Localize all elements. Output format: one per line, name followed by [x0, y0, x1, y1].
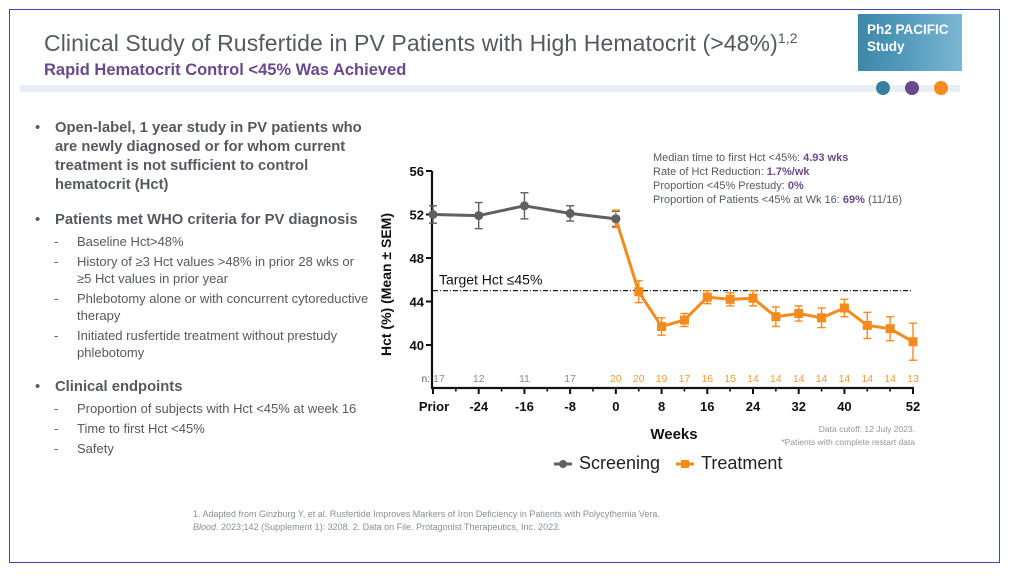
sub-bullet-text: History of ≥3 Hct values >48% in prior 2…	[77, 254, 354, 286]
stat-suffix: (11/16)	[864, 194, 902, 206]
sub-bullet-item: - Time to first Hct <45%	[30, 420, 370, 437]
sub-bullet-item: - Baseline Hct>48%	[30, 233, 370, 250]
sub-bullet-text: Phlebotomy alone or with concurrent cyto…	[77, 291, 369, 323]
stat-label: Rate of Hct Reduction:	[653, 166, 767, 178]
sub-bullet-text: Initiated rusfertide treatment without p…	[77, 328, 338, 360]
stat-value: 0%	[787, 180, 804, 192]
sub-bullet-text: Time to first Hct <45%	[77, 421, 205, 436]
sub-bullet-marker: -	[54, 441, 59, 456]
legend-item-treatment: Treatment	[675, 453, 782, 474]
stat-line: Median time to first Hct <45%: 4.93 wks	[653, 151, 902, 165]
stat-value: 1.7%/wk	[766, 166, 810, 178]
sub-bullet-item: - Proportion of subjects with Hct <45% at…	[30, 400, 370, 417]
bullet-list: • Open-label, 1 year study in PV patients…	[30, 119, 370, 460]
bullet-text: Open-label, 1 year study in PV patients …	[55, 120, 362, 193]
slide-title: Clinical Study of Rusfertide in PV Patie…	[44, 30, 798, 57]
sub-bullet-item: - Safety	[30, 440, 370, 457]
teal-dot	[876, 81, 890, 95]
title-reference-superscript: 1,2	[777, 30, 798, 46]
chart-stats-box: Median time to first Hct <45%: 4.93 wks R…	[653, 151, 902, 207]
legend-swatch-screening	[554, 459, 572, 468]
stat-line: Proportion of Patients <45% at Wk 16: 69…	[653, 193, 902, 207]
stat-line: Rate of Hct Reduction: 1.7%/wk	[653, 165, 902, 179]
sub-bullet-marker: -	[54, 234, 59, 249]
orange-dot	[934, 81, 948, 95]
sub-bullet-marker: -	[54, 291, 59, 306]
sub-bullet-text: Baseline Hct>48%	[77, 234, 184, 249]
footnote-journal: Blood	[193, 522, 217, 532]
footnote-line-2: Blood. 2023;142 (Supplement 1): 3208. 2.…	[193, 521, 660, 534]
footnote-line-2-rest: . 2023;142 (Supplement 1): 3208. 2. Data…	[216, 522, 561, 532]
bullet-marker: •	[35, 212, 41, 228]
study-badge-line1: Ph2 PACIFIC	[867, 22, 949, 37]
study-badge-line2: Study	[867, 39, 905, 54]
restart-data-note: *Patients with complete restart data	[781, 437, 915, 447]
stat-label: Proportion of Patients <45% at Wk 16:	[653, 194, 843, 206]
purple-dot	[905, 81, 919, 95]
sub-bullet-marker: -	[54, 328, 59, 343]
chart-legend: Screening Treatment	[553, 453, 797, 474]
slide-title-text: Clinical Study of Rusfertide in PV Patie…	[44, 30, 778, 56]
stat-label: Proportion <45% Prestudy:	[653, 180, 788, 192]
data-cutoff-note: Data cutoff: 12 July 2023. *Patients wit…	[781, 423, 915, 449]
stat-value: 69%	[842, 194, 865, 206]
sub-bullet-text: Safety	[77, 441, 114, 456]
legend-label: Screening	[579, 453, 661, 473]
sub-bullet-text: Proportion of subjects with Hct <45% at …	[77, 401, 357, 416]
legend-label: Treatment	[701, 453, 783, 473]
footnote-line-1: 1. Adapted from Ginzburg Y, et al. Rusfe…	[193, 509, 660, 519]
sub-bullet-item: - Phlebotomy alone or with concurrent cyt…	[30, 290, 370, 324]
sub-bullet-item: - History of ≥3 Hct values >48% in prior …	[30, 253, 370, 287]
stat-value: 4.93 wks	[803, 152, 849, 164]
bullet-item: • Clinical endpoints	[30, 378, 370, 397]
bullet-marker: •	[35, 120, 41, 136]
references-footnote: 1. Adapted from Ginzburg Y, et al. Rusfe…	[193, 508, 660, 534]
data-cutoff-text: Data cutoff: 12 July 2023.	[818, 424, 915, 434]
legend-swatch-treatment	[676, 459, 695, 468]
bullet-marker: •	[35, 379, 41, 395]
sub-bullet-marker: -	[54, 254, 59, 269]
bullet-text: Clinical endpoints	[55, 379, 183, 395]
stat-label: Median time to first Hct <45%:	[653, 152, 804, 164]
study-badge: Ph2 PACIFIC Study	[858, 14, 962, 71]
legend-item-screening: Screening	[553, 453, 660, 474]
bullet-item: • Open-label, 1 year study in PV patients…	[30, 119, 370, 195]
sub-bullet-marker: -	[54, 421, 59, 436]
sub-bullet-marker: -	[54, 401, 59, 416]
header-separator	[20, 85, 960, 92]
stat-line: Proportion <45% Prestudy: 0%	[653, 179, 902, 193]
bullet-spacer	[30, 364, 370, 378]
bullet-text: Patients met WHO criteria for PV diagnos…	[55, 212, 358, 228]
sub-bullet-item: - Initiated rusfertide treatment without …	[30, 327, 370, 361]
bullet-item: • Patients met WHO criteria for PV diagno…	[30, 211, 370, 230]
slide-frame	[9, 9, 1000, 563]
slide-subtitle: Rapid Hematocrit Control <45% Was Achiev…	[44, 61, 407, 79]
